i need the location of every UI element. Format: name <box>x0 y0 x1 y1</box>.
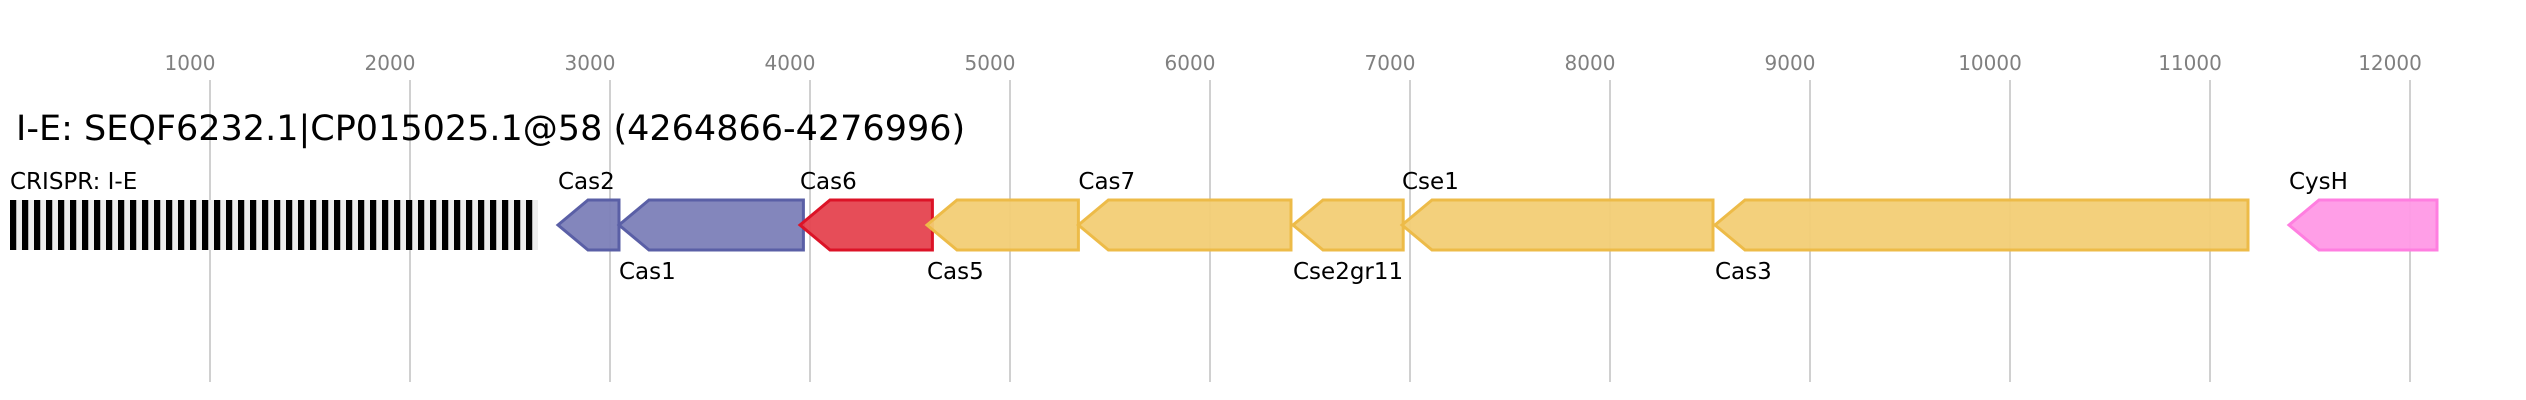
crispr-repeat <box>118 200 125 250</box>
gene-arrow <box>555 198 621 252</box>
crispr-repeat <box>142 200 149 250</box>
tick-label: 9000 <box>1765 51 1816 75</box>
crispr-repeat <box>82 200 89 250</box>
crispr-repeat <box>214 200 221 250</box>
tick-label: 10000 <box>1958 51 2022 75</box>
crispr-repeat <box>286 200 293 250</box>
gene-cysh: CysH <box>2286 169 2439 252</box>
crispr-repeat <box>34 200 41 250</box>
gene-label: Cas6 <box>800 169 857 195</box>
crispr-repeat <box>334 200 341 250</box>
gene-arrow <box>1399 198 1715 252</box>
gene-cas7: Cas7 <box>1076 169 1293 252</box>
crispr-repeat <box>358 200 365 250</box>
gene-label: Cas5 <box>927 259 984 285</box>
tick-label: 7000 <box>1365 51 1416 75</box>
crispr-repeat <box>490 200 497 250</box>
tick-label: 2000 <box>365 51 416 75</box>
crispr-label: CRISPR: I-E <box>10 169 137 195</box>
crispr-repeat <box>94 200 101 250</box>
gene-arrow <box>616 198 805 252</box>
gene-cas1: Cas1 <box>616 198 805 285</box>
crispr-repeat <box>298 200 305 250</box>
crispr-repeat <box>478 200 485 250</box>
crispr-repeat <box>70 200 77 250</box>
gene-cas5: Cas5 <box>924 198 1080 285</box>
gene-cas6: Cas6 <box>797 169 934 252</box>
gene-arrow <box>797 198 934 252</box>
crispr-repeat <box>514 200 521 250</box>
crispr-repeat <box>238 200 245 250</box>
gene-arrow <box>2286 198 2439 252</box>
crispr-repeat <box>202 200 209 250</box>
gene-label: Cas2 <box>558 169 615 195</box>
crispr-repeat <box>46 200 53 250</box>
crispr-repeat <box>322 200 329 250</box>
gene-arrow <box>1076 198 1293 252</box>
gene-cse2gr11: Cse2gr11 <box>1290 198 1405 285</box>
crispr-repeat <box>466 200 473 250</box>
tick-label: 1000 <box>165 51 216 75</box>
crispr-repeat <box>454 200 461 250</box>
crispr-repeat <box>58 200 65 250</box>
gene-track: Cas2 Cas1 Cas6 Cas5 Cas7 Cse2gr11 Cse1 Cas3 CysH <box>555 169 2439 285</box>
crispr-repeat <box>166 200 173 250</box>
gene-arrow <box>1290 198 1405 252</box>
crispr-array: CRISPR: I-E <box>10 169 538 250</box>
tick-label: 8000 <box>1565 51 1616 75</box>
tick-label: 5000 <box>965 51 1016 75</box>
gene-arrow <box>924 198 1080 252</box>
crispr-repeat <box>106 200 113 250</box>
crispr-repeat <box>250 200 257 250</box>
crispr-repeat <box>382 200 389 250</box>
tick-label: 6000 <box>1165 51 1216 75</box>
crispr-repeat <box>430 200 437 250</box>
gene-label: Cse2gr11 <box>1293 259 1403 285</box>
tick-label: 3000 <box>565 51 616 75</box>
crispr-repeat <box>274 200 281 250</box>
diagram-title: I-E: SEQF6232.1|CP015025.1@58 (4264866-4… <box>16 109 965 149</box>
crispr-repeat <box>10 200 17 250</box>
crispr-repeat <box>190 200 197 250</box>
crispr-repeat <box>442 200 449 250</box>
gene-label: Cas1 <box>619 259 676 285</box>
crispr-repeat <box>502 200 509 250</box>
gene-label: Cas7 <box>1078 169 1135 195</box>
gene-cas2: Cas2 <box>555 169 621 252</box>
crispr-repeat <box>406 200 413 250</box>
crispr-repeat <box>130 200 137 250</box>
gene-label: Cse1 <box>1402 169 1459 195</box>
crispr-repeat <box>346 200 353 250</box>
tick-label: 11000 <box>2158 51 2222 75</box>
tick-label: 4000 <box>765 51 816 75</box>
crispr-repeat <box>526 200 533 250</box>
gene-arrow <box>1712 198 2250 252</box>
tick-label: 12000 <box>2358 51 2422 75</box>
crispr-repeat <box>262 200 269 250</box>
gene-cas3: Cas3 <box>1712 198 2250 285</box>
crispr-repeat <box>154 200 161 250</box>
crispr-repeat <box>394 200 401 250</box>
crispr-repeat <box>22 200 29 250</box>
crispr-repeat <box>178 200 185 250</box>
gene-cse1: Cse1 <box>1399 169 1715 252</box>
gene-label: Cas3 <box>1715 259 1772 285</box>
gene-label: CysH <box>2289 169 2348 195</box>
crispr-repeat <box>310 200 317 250</box>
crispr-repeat <box>370 200 377 250</box>
crispr-repeat <box>418 200 425 250</box>
crispr-repeat <box>226 200 233 250</box>
